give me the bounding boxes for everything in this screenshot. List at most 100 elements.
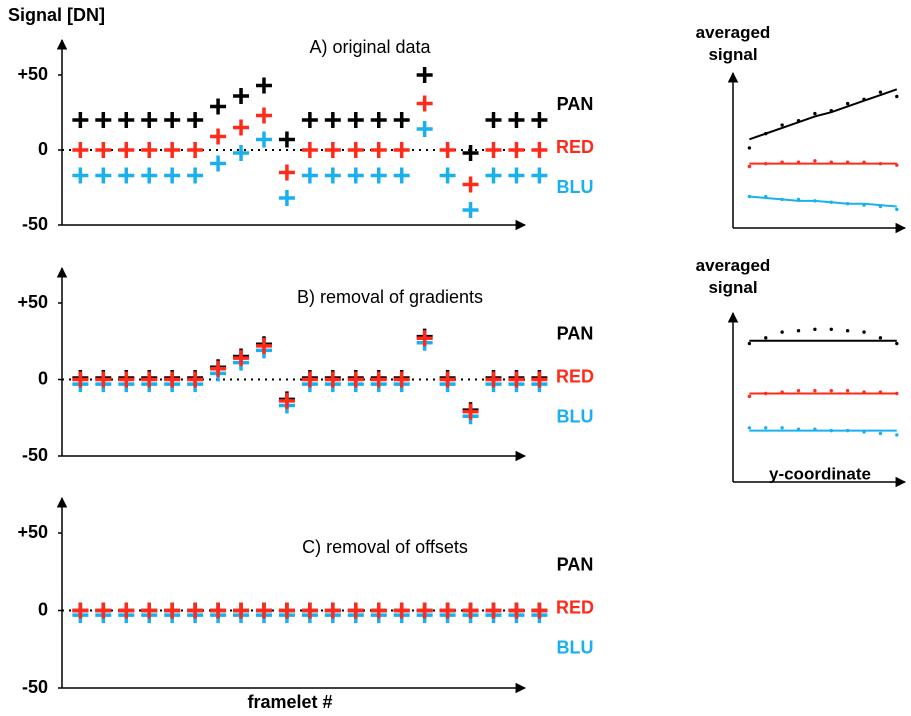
series-label: PAN xyxy=(557,94,594,114)
x-axis-label: y-coordinate xyxy=(769,464,871,483)
data-dot xyxy=(878,204,883,209)
data-dot xyxy=(878,336,883,340)
plus-marker xyxy=(370,602,387,619)
plus-marker xyxy=(187,167,204,184)
data-dot xyxy=(764,161,768,166)
data-dot xyxy=(796,197,801,202)
plus-marker xyxy=(233,88,250,104)
plus-marker xyxy=(301,142,318,158)
plus-marker xyxy=(141,371,158,388)
plus-marker xyxy=(462,403,479,420)
plus-marker xyxy=(508,371,525,388)
series-label: RED xyxy=(556,597,594,617)
x-axis-label: framelet # xyxy=(247,692,332,712)
plus-marker xyxy=(255,337,272,354)
plus-marker xyxy=(118,167,135,184)
data-dot xyxy=(796,427,801,431)
plus-marker xyxy=(393,602,410,619)
data-dot xyxy=(780,160,784,164)
data-dot xyxy=(780,123,784,127)
plus-marker xyxy=(72,142,89,158)
plus-marker xyxy=(72,112,89,128)
y-axis-label: averaged signal xyxy=(695,23,771,64)
data-dot xyxy=(878,390,883,394)
y-tick-label: -50 xyxy=(22,677,48,697)
data-dot xyxy=(829,388,833,393)
data-dot xyxy=(813,388,817,393)
plus-marker xyxy=(301,112,318,128)
data-dot xyxy=(813,427,817,431)
data-dot xyxy=(862,160,866,164)
plus-marker xyxy=(301,167,318,184)
data-dot xyxy=(764,194,768,199)
plus-marker xyxy=(95,112,112,128)
panel-title: C) removal of offsets xyxy=(302,537,468,557)
data-dot xyxy=(813,111,817,116)
plus-marker xyxy=(95,167,112,184)
plus-marker xyxy=(370,112,387,128)
plus-marker xyxy=(118,112,135,128)
plus-marker xyxy=(485,112,502,128)
y-tick-label: 0 xyxy=(38,368,48,388)
data-dot xyxy=(780,330,784,334)
data-dot xyxy=(862,97,866,102)
y-tick-label: 0 xyxy=(38,599,48,619)
plus-marker xyxy=(210,155,227,172)
data-dot xyxy=(895,94,899,99)
series-label: BLU xyxy=(557,637,594,657)
plus-marker xyxy=(531,167,548,184)
plus-marker xyxy=(118,142,135,158)
plus-marker xyxy=(187,142,204,158)
plus-marker xyxy=(324,142,341,158)
data-dot xyxy=(895,433,899,437)
series-label: PAN xyxy=(557,554,594,574)
data-dot xyxy=(796,160,801,164)
data-dot xyxy=(747,194,752,199)
series-label: PAN xyxy=(557,323,594,343)
data-dot xyxy=(747,164,752,169)
data-dot xyxy=(747,146,752,150)
y-tick-label: -50 xyxy=(22,214,48,234)
plus-marker xyxy=(255,602,272,619)
plus-marker xyxy=(324,371,341,388)
data-dot xyxy=(829,160,833,164)
y-tick-label: -50 xyxy=(22,445,48,465)
plus-marker xyxy=(164,167,181,184)
data-dot xyxy=(878,431,883,436)
plus-marker xyxy=(164,112,181,128)
data-dot xyxy=(813,159,817,163)
data-dot xyxy=(862,430,866,434)
plus-marker xyxy=(393,142,410,158)
data-dot xyxy=(845,201,850,206)
data-dot xyxy=(845,160,850,164)
y-tick-label: +50 xyxy=(17,64,48,84)
data-dot xyxy=(895,391,899,396)
trend-line xyxy=(749,88,898,141)
data-dot xyxy=(764,426,768,430)
data-dot xyxy=(747,341,752,346)
plus-marker xyxy=(462,602,479,619)
plus-marker xyxy=(347,167,364,184)
plus-marker xyxy=(164,371,181,388)
plus-marker xyxy=(462,176,479,193)
plus-marker xyxy=(531,371,548,388)
plus-marker xyxy=(370,167,387,184)
plus-marker xyxy=(370,371,387,388)
plus-marker xyxy=(141,602,158,619)
data-dot xyxy=(747,394,752,399)
data-dot xyxy=(895,163,899,167)
plus-marker xyxy=(187,602,204,619)
plus-marker xyxy=(95,602,112,619)
plus-marker xyxy=(95,371,112,388)
plus-marker xyxy=(278,602,295,619)
y-tick-label: +50 xyxy=(17,292,48,312)
plus-marker xyxy=(370,142,387,158)
plus-marker xyxy=(255,77,272,94)
plus-marker xyxy=(210,602,227,619)
plus-marker xyxy=(187,112,204,128)
plus-marker xyxy=(118,602,135,619)
plus-marker xyxy=(141,167,158,184)
plus-marker xyxy=(531,142,548,158)
